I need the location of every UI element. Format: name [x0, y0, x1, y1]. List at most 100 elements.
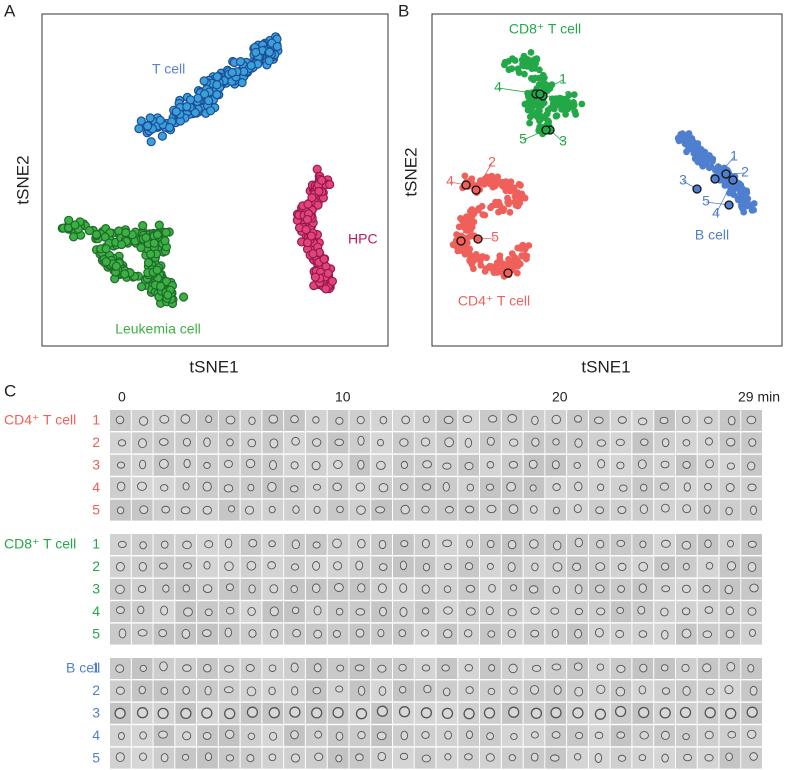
cell — [182, 540, 192, 550]
cell — [379, 606, 387, 617]
cell — [726, 437, 736, 447]
cell — [377, 751, 387, 762]
cell — [464, 753, 473, 761]
cell — [747, 483, 757, 492]
cell — [617, 585, 625, 593]
cell — [247, 732, 256, 740]
cell — [182, 584, 190, 593]
cell — [183, 458, 191, 469]
point — [465, 222, 472, 229]
cell — [335, 754, 343, 763]
cell — [313, 663, 322, 673]
point — [308, 249, 318, 259]
point — [736, 185, 743, 193]
point — [690, 149, 698, 157]
cell — [747, 562, 757, 572]
cell — [681, 540, 692, 550]
cell — [181, 753, 190, 761]
cell — [552, 483, 561, 492]
point — [466, 233, 474, 240]
point — [706, 152, 713, 159]
point — [84, 226, 94, 236]
cell — [639, 483, 648, 492]
cell — [377, 629, 385, 638]
cell — [312, 438, 322, 447]
point — [516, 199, 524, 207]
cell — [550, 607, 560, 615]
row-label: 1 — [92, 412, 100, 428]
cell — [508, 754, 516, 762]
cell — [661, 629, 669, 640]
cell — [638, 630, 648, 638]
point — [512, 255, 519, 262]
point — [697, 145, 705, 153]
marker-leader — [497, 87, 541, 95]
row-label: 5 — [92, 749, 100, 765]
marker-label: 4 — [494, 79, 502, 95]
point — [101, 257, 111, 267]
point — [146, 249, 156, 259]
cell — [507, 414, 518, 423]
panel-label: C — [4, 381, 16, 400]
cell — [268, 664, 277, 672]
cell — [202, 481, 212, 492]
cell — [118, 628, 127, 639]
cell — [639, 540, 647, 549]
cell — [332, 706, 344, 719]
cell — [290, 461, 299, 470]
cell — [335, 731, 344, 741]
cell — [291, 686, 299, 696]
cell — [378, 686, 387, 696]
cell — [551, 663, 562, 671]
cell — [138, 685, 146, 695]
cell — [377, 583, 387, 594]
point — [678, 135, 686, 143]
cell — [704, 730, 714, 740]
point — [272, 41, 282, 52]
cell — [354, 664, 365, 672]
cell — [357, 459, 365, 470]
cell — [355, 482, 366, 492]
cell — [158, 438, 169, 446]
point — [455, 223, 463, 231]
cell — [399, 752, 409, 761]
point — [461, 172, 469, 180]
cell — [182, 562, 192, 570]
cell — [529, 484, 537, 492]
cell — [465, 505, 475, 514]
cell — [725, 606, 734, 615]
cell — [159, 562, 168, 570]
cell — [616, 664, 626, 673]
point — [149, 238, 159, 248]
y-axis-label: tSNE2 — [13, 155, 32, 204]
point — [136, 282, 147, 292]
x-axis-label: tSNE1 — [189, 357, 238, 376]
cell — [442, 462, 452, 470]
point — [212, 89, 222, 100]
point — [157, 131, 167, 141]
point — [548, 95, 556, 103]
cell — [551, 731, 561, 739]
point — [531, 64, 539, 72]
cell — [572, 707, 584, 719]
point — [530, 76, 537, 84]
cell — [574, 415, 582, 423]
point — [161, 227, 171, 238]
cell — [682, 733, 690, 741]
cell — [401, 415, 411, 425]
cell — [465, 686, 474, 695]
point — [206, 106, 216, 116]
cell — [225, 415, 236, 425]
cell — [181, 628, 191, 639]
point — [509, 55, 516, 62]
cell — [158, 730, 168, 739]
cell — [464, 562, 474, 571]
cell — [332, 629, 341, 638]
cell — [661, 585, 671, 593]
cell — [224, 538, 233, 549]
cell — [747, 607, 757, 616]
cell — [312, 686, 322, 695]
cell — [463, 708, 475, 720]
cell — [704, 707, 716, 719]
